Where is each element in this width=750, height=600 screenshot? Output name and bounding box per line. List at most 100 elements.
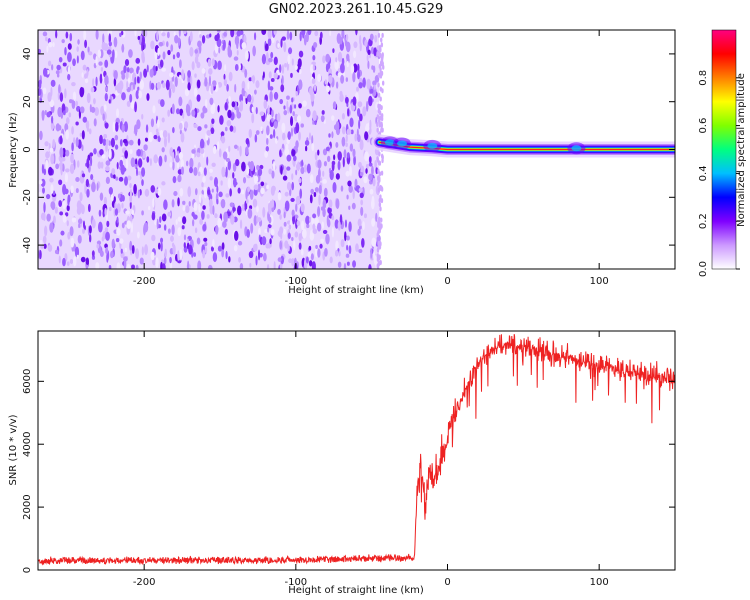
noise-speckle bbox=[234, 63, 239, 72]
noise-speckle bbox=[319, 31, 323, 40]
noise-speckle bbox=[191, 153, 195, 159]
noise-speckle bbox=[102, 138, 107, 146]
noise-speckle bbox=[322, 148, 328, 156]
noise-speckle bbox=[331, 115, 335, 121]
noise-speckle bbox=[100, 105, 105, 116]
noise-speckle bbox=[185, 104, 191, 115]
noise-speckle bbox=[167, 211, 172, 217]
noise-speckle bbox=[129, 67, 134, 74]
noise-speckle bbox=[248, 251, 254, 259]
x-tick-label: 100 bbox=[590, 577, 609, 588]
noise-edge-speckle bbox=[377, 32, 381, 38]
noise-speckle bbox=[202, 176, 206, 183]
noise-speckle bbox=[51, 115, 54, 124]
noise-speckle bbox=[136, 75, 140, 84]
noise-speckle bbox=[295, 169, 298, 176]
noise-speckle bbox=[220, 180, 223, 186]
noise-speckle bbox=[79, 86, 85, 98]
noise-speckle bbox=[103, 104, 107, 112]
noise-speckle bbox=[67, 194, 71, 203]
noise-speckle bbox=[253, 215, 257, 226]
noise-speckle bbox=[194, 73, 197, 78]
noise-speckle bbox=[247, 186, 251, 193]
noise-speckle bbox=[167, 49, 171, 56]
noise-speckle bbox=[143, 68, 148, 78]
noise-speckle bbox=[157, 242, 161, 250]
noise-edge-speckle bbox=[380, 186, 384, 192]
noise-speckle bbox=[305, 108, 311, 118]
noise-speckle bbox=[183, 242, 186, 249]
noise-speckle bbox=[373, 84, 376, 90]
noise-speckle bbox=[113, 174, 116, 179]
noise-speckle bbox=[39, 249, 42, 260]
noise-speckle bbox=[163, 136, 168, 148]
noise-speckle bbox=[72, 256, 77, 267]
noise-speckle bbox=[141, 210, 144, 216]
noise-speckle bbox=[237, 205, 242, 216]
noise-speckle bbox=[331, 131, 334, 139]
noise-speckle bbox=[312, 110, 317, 122]
noise-edge-speckle bbox=[376, 127, 379, 133]
noise-speckle bbox=[347, 180, 352, 187]
noise-speckle bbox=[239, 145, 242, 157]
noise-speckle bbox=[95, 30, 99, 40]
noise-speckle bbox=[199, 138, 205, 150]
noise-speckle bbox=[271, 117, 274, 123]
noise-speckle bbox=[249, 160, 255, 172]
noise-speckle bbox=[99, 73, 103, 84]
noise-speckle bbox=[169, 161, 173, 168]
noise-speckle bbox=[146, 64, 149, 73]
noise-edge-speckle bbox=[379, 206, 382, 212]
noise-speckle bbox=[194, 55, 199, 64]
x-tick-label: 0 bbox=[444, 276, 450, 287]
noise-speckle bbox=[179, 108, 184, 116]
y-tick-label: 2000 bbox=[22, 494, 33, 519]
noise-speckle bbox=[70, 153, 74, 164]
noise-speckle bbox=[284, 191, 289, 197]
noise-speckle bbox=[337, 151, 342, 161]
noise-speckle bbox=[273, 56, 278, 66]
noise-speckle bbox=[329, 256, 333, 264]
y-tick-label: 40 bbox=[22, 48, 33, 61]
noise-speckle bbox=[102, 113, 105, 121]
noise-speckle bbox=[283, 221, 287, 227]
signal-track-blob bbox=[571, 145, 582, 152]
noise-speckle bbox=[151, 234, 156, 242]
noise-speckle bbox=[115, 176, 119, 181]
snr-x-label: Height of straight line (km) bbox=[288, 585, 424, 596]
noise-speckle bbox=[367, 60, 370, 70]
noise-speckle bbox=[87, 203, 91, 213]
noise-speckle bbox=[183, 234, 187, 241]
noise-speckle bbox=[359, 172, 364, 177]
noise-speckle bbox=[265, 43, 269, 52]
noise-speckle bbox=[105, 165, 110, 172]
noise-speckle bbox=[112, 49, 115, 60]
noise-speckle bbox=[311, 142, 315, 152]
noise-speckle bbox=[357, 218, 362, 227]
noise-speckle bbox=[331, 160, 336, 166]
noise-speckle bbox=[169, 80, 173, 90]
noise-edge-speckle bbox=[378, 122, 382, 128]
noise-speckle bbox=[350, 129, 354, 135]
noise-speckle bbox=[162, 130, 168, 139]
noise-speckle bbox=[128, 49, 133, 58]
noise-speckle bbox=[163, 224, 167, 231]
noise-speckle bbox=[356, 86, 359, 92]
noise-speckle bbox=[320, 115, 325, 122]
noise-speckle bbox=[82, 116, 87, 123]
noise-speckle bbox=[346, 128, 352, 135]
noise-speckle bbox=[121, 73, 126, 80]
noise-speckle bbox=[141, 167, 146, 177]
noise-speckle bbox=[71, 217, 77, 223]
noise-speckle bbox=[352, 189, 355, 200]
noise-speckle bbox=[122, 167, 127, 172]
noise-speckle bbox=[141, 113, 144, 120]
noise-speckle bbox=[177, 250, 180, 261]
noise-speckle bbox=[328, 133, 331, 138]
y-tick-label: 6000 bbox=[22, 369, 33, 394]
noise-speckle bbox=[212, 252, 218, 263]
noise-speckle bbox=[171, 199, 175, 208]
noise-speckle bbox=[352, 71, 356, 83]
noise-speckle bbox=[227, 45, 231, 55]
noise-speckle bbox=[371, 217, 376, 227]
